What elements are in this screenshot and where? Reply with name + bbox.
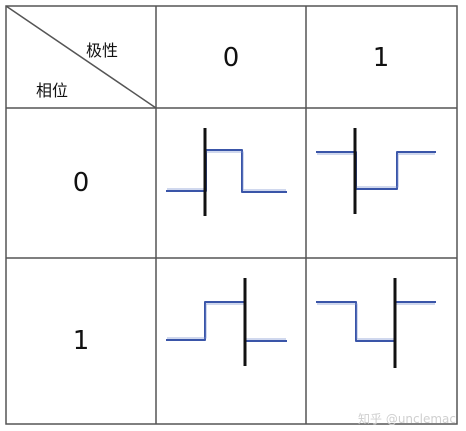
signal-trace <box>166 301 287 342</box>
corner-label-polarity: 极性 <box>86 41 119 60</box>
waveform-phase1-polarity0 <box>166 278 287 366</box>
signal-trace <box>316 151 436 190</box>
signal-trace <box>166 149 287 193</box>
column-header-0: 0 <box>222 43 240 73</box>
corner-label-phase: 相位 <box>36 81 69 100</box>
signal-trace <box>316 301 436 342</box>
watermark: 知乎 @unclemac <box>358 412 456 426</box>
waveform-phase0-polarity1 <box>316 128 436 214</box>
signal-trace-shadow <box>317 153 435 188</box>
row-header-1: 1 <box>72 326 90 356</box>
signal-trace-shadow <box>167 151 286 191</box>
signal-trace-shadow <box>167 303 286 340</box>
column-header-1: 1 <box>372 43 390 73</box>
row-header-0: 0 <box>72 168 90 198</box>
waveform-phase1-polarity1 <box>316 278 436 368</box>
table-border <box>5 5 458 425</box>
waveform-phase0-polarity0 <box>166 128 287 216</box>
corner-diagonal <box>5 5 157 109</box>
signal-trace-shadow <box>317 303 435 340</box>
